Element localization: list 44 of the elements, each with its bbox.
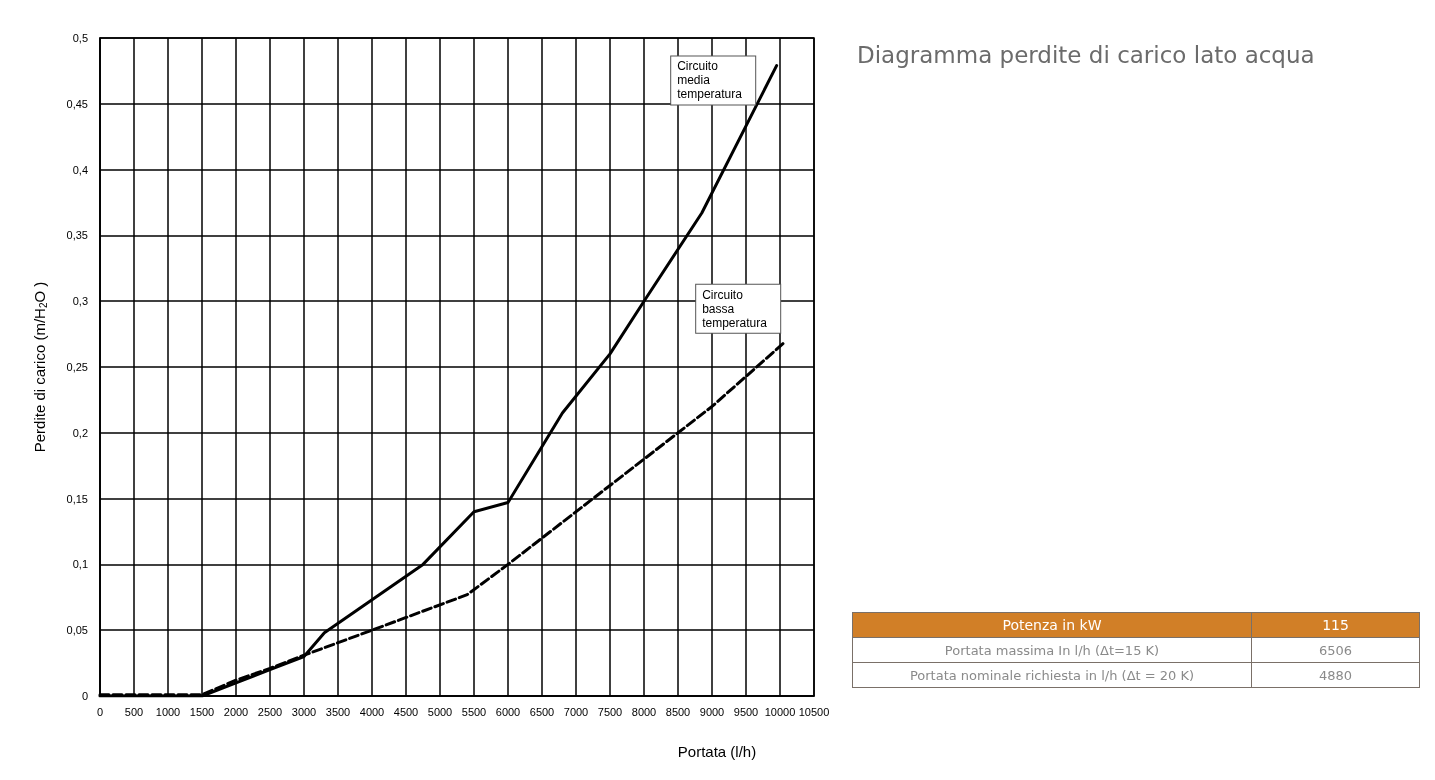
x-tick-label: 3500 (325, 705, 351, 718)
y-tick-label: 0 (81, 690, 88, 702)
x-tick-label: 6500 (529, 705, 555, 718)
x-tick-label: 500 (124, 705, 144, 718)
series-label: Circuito media temperatura (677, 59, 743, 102)
x-tick-label: 10000 (764, 705, 796, 718)
text: Portata massima In l/h (Δt=15 K) (852, 637, 1252, 663)
x-tick-label: 1000 (155, 705, 181, 718)
x-axis-title: Portata (l/h) (677, 743, 757, 760)
x-tick-label: 7500 (597, 705, 623, 718)
x-tick-label: 8500 (665, 705, 691, 718)
x-tick-label: 2500 (257, 705, 283, 718)
y-tick-label: 0,35 (66, 229, 88, 242)
x-tick-label: 5500 (461, 705, 487, 718)
y-tick-label: 0,5 (72, 32, 88, 44)
text: 6506 (1251, 637, 1420, 663)
y-tick-label: 0,25 (66, 361, 88, 373)
x-tick-label: 8000 (631, 705, 657, 718)
y-axis-title: Perdite di carico (m/H2O ) (30, 281, 49, 453)
text: 4880 (1251, 662, 1420, 688)
text: Diagramma perdite di carico lato acqua (857, 41, 1315, 68)
x-tick-label: 10500 (798, 705, 830, 718)
series-label: Circuito bassa temperatura (702, 287, 768, 330)
y-tick-label: 0,05 (66, 624, 88, 637)
text: Potenza in kW (852, 612, 1252, 638)
y-tick-label: 0,2 (72, 426, 88, 439)
y-tick-label: 0,15 (66, 492, 88, 505)
x-tick-label: 9500 (733, 705, 759, 718)
y-tick-label: 0,1 (72, 558, 88, 571)
x-tick-label: 6000 (495, 705, 521, 718)
y-tick-label: 0,3 (72, 295, 88, 308)
text: Portata nominale richiesta in l/h (Δt = 20 K) (852, 662, 1252, 688)
x-tick-label: 0 (96, 705, 104, 718)
x-tick-label: 2000 (223, 705, 249, 718)
x-tick-label: 4000 (359, 705, 385, 718)
x-tick-label: 5000 (427, 705, 453, 718)
text: 115 (1251, 612, 1420, 638)
x-tick-label: 7000 (563, 705, 589, 718)
y-tick-label: 0,45 (66, 97, 88, 110)
y-tick-label: 0,4 (72, 163, 88, 176)
x-tick-label: 9000 (699, 705, 725, 718)
x-tick-label: 1500 (189, 705, 215, 718)
x-tick-label: 4500 (393, 705, 419, 718)
x-tick-label: 3000 (291, 705, 317, 718)
